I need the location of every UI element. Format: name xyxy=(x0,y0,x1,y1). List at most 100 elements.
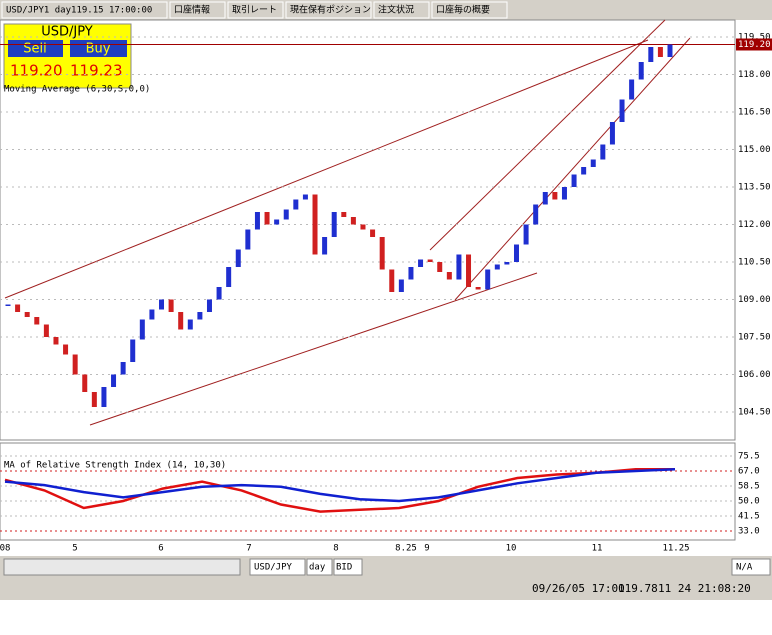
period-select-text[interactable]: day xyxy=(309,563,326,573)
price-type-select[interactable] xyxy=(333,558,363,576)
period-select[interactable] xyxy=(306,558,333,576)
current-price-box xyxy=(736,38,772,51)
y-tick-label: 50.0 xyxy=(738,496,760,506)
y-tick-label: 115.00 xyxy=(738,145,771,155)
candle xyxy=(34,317,40,325)
candle xyxy=(389,269,395,292)
candle xyxy=(82,374,88,392)
candle xyxy=(283,209,289,220)
rsi-title: MA of Relative Strength Index (14, 10,30… xyxy=(4,461,226,471)
candle xyxy=(130,339,136,362)
status-price: 119.78 xyxy=(618,582,658,595)
current-price-label: 119.20 xyxy=(738,40,771,50)
candle xyxy=(485,269,491,290)
candle xyxy=(111,374,117,387)
tab-label[interactable]: 口座情報 xyxy=(174,4,210,16)
sell-price: 119.20 xyxy=(10,62,63,80)
candle xyxy=(206,299,212,312)
tab-label[interactable]: 取引レート xyxy=(232,5,277,16)
candle xyxy=(168,299,174,312)
candle xyxy=(398,279,404,292)
tab[interactable] xyxy=(373,1,430,19)
tab-label[interactable]: 口座毎の概要 xyxy=(436,4,490,16)
candle xyxy=(350,217,356,225)
tab[interactable] xyxy=(169,1,226,19)
candle xyxy=(264,212,270,225)
y-tick-label: 41.5 xyxy=(738,511,760,521)
y-tick-label: 107.50 xyxy=(738,333,771,343)
candle xyxy=(370,229,376,237)
y-tick-label: 116.50 xyxy=(738,108,771,118)
y-tick-label: 110.50 xyxy=(738,258,771,268)
candle xyxy=(657,47,663,57)
candle xyxy=(638,62,644,80)
tab[interactable] xyxy=(227,1,284,19)
candle xyxy=(513,244,519,262)
x-tick-label: 11 xyxy=(592,544,603,554)
tab[interactable] xyxy=(285,1,372,19)
y-tick-label: 119.50 xyxy=(738,33,771,43)
candle xyxy=(523,224,529,245)
x-tick-label: 5 xyxy=(72,544,77,554)
candle xyxy=(648,47,654,62)
candle xyxy=(360,224,366,230)
candle xyxy=(418,259,424,267)
candle xyxy=(178,312,184,330)
candle xyxy=(91,392,97,407)
tab[interactable] xyxy=(431,1,508,19)
tab[interactable] xyxy=(1,1,168,19)
candle xyxy=(667,44,673,57)
candle xyxy=(561,187,567,200)
candle xyxy=(293,199,299,210)
candle xyxy=(619,99,625,122)
buy-label[interactable]: Buy xyxy=(86,42,111,57)
candle xyxy=(331,212,337,237)
status-bar xyxy=(0,578,772,600)
sell-label[interactable]: Sell xyxy=(23,42,46,57)
x-tick-label: 8 xyxy=(333,544,338,554)
status-date: 09/26/05 17:00 xyxy=(532,582,625,595)
candle xyxy=(379,237,385,270)
y-tick-label: 112.00 xyxy=(738,220,771,230)
candle xyxy=(475,287,481,290)
price-type-text[interactable]: BID xyxy=(336,563,352,573)
trend-line xyxy=(4,39,649,299)
candle xyxy=(24,312,30,317)
scrollbar[interactable] xyxy=(3,558,241,576)
tab-label[interactable]: 現在保有ポジション xyxy=(290,4,371,16)
candle xyxy=(226,267,232,287)
tab-label[interactable]: USD/JPY1 day119.15 17:00:00 xyxy=(6,6,152,16)
y-tick-label: 118.00 xyxy=(738,70,771,80)
candle xyxy=(187,319,193,330)
symbol-select[interactable] xyxy=(249,558,306,576)
candle xyxy=(427,259,433,262)
candle xyxy=(446,272,452,280)
candle xyxy=(590,159,596,167)
tab-label[interactable]: 注文状況 xyxy=(378,4,414,16)
candle xyxy=(5,304,11,306)
symbol-select-text[interactable]: USD/JPY xyxy=(254,563,293,573)
zoom-select[interactable] xyxy=(731,558,771,576)
rsi-line xyxy=(4,467,675,513)
candle xyxy=(120,362,126,375)
candle xyxy=(456,254,462,280)
x-tick-label: 7 xyxy=(246,544,251,554)
candle xyxy=(466,254,472,287)
rsi-area xyxy=(0,442,736,541)
candle xyxy=(341,212,347,217)
candle xyxy=(629,79,635,100)
candle xyxy=(533,204,539,225)
y-tick-label: 33.0 xyxy=(738,526,760,536)
zoom-text[interactable]: N/A xyxy=(736,563,753,573)
trend-line xyxy=(429,19,666,251)
candle xyxy=(43,324,49,337)
candle xyxy=(609,122,615,145)
candle xyxy=(322,237,328,255)
candle xyxy=(408,267,414,280)
x-tick-label: 10 xyxy=(506,544,517,554)
x-tick-label: 11.25 xyxy=(662,544,689,554)
candle xyxy=(72,354,78,375)
candle xyxy=(437,262,443,272)
candle xyxy=(245,229,251,250)
